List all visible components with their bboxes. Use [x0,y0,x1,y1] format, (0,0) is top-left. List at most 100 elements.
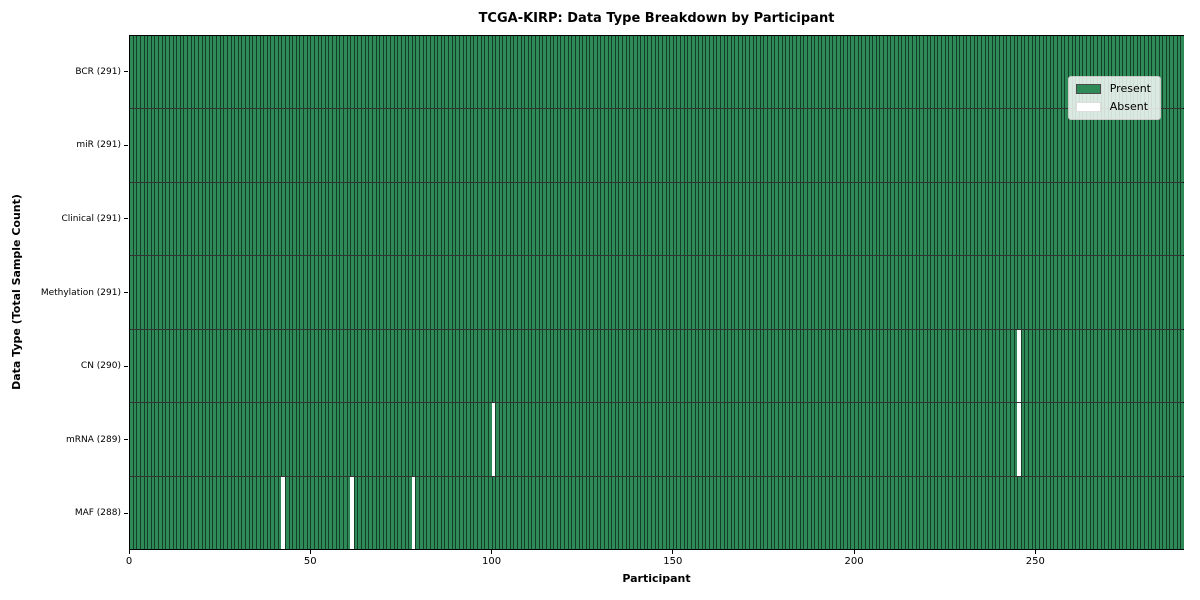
heatmap-cell-present [1176,403,1181,476]
heatmap-cell-present [774,182,778,256]
heatmap-cell-present [168,36,173,109]
heatmap-cell-present [194,476,198,549]
heatmap-cell-present [763,36,767,109]
heatmap-cell-present [288,329,293,403]
heatmap-cell-present [321,476,325,549]
heatmap-cell-present [582,476,586,549]
heatmap-cell-present [386,36,390,109]
heatmap-cell-present [299,403,303,476]
heatmap-cell-present [966,476,970,549]
heatmap-cell-present [484,182,488,256]
heatmap-cell-present [1006,403,1010,476]
heatmap-cell-present [1115,182,1119,256]
heatmap-cell-present [1035,476,1039,549]
heatmap-cell-present [1104,182,1108,256]
heatmap-cell-present [353,109,358,182]
heatmap-cell-present [491,182,496,256]
heatmap-cell-present [230,182,235,256]
heatmap-cell-present [1136,403,1141,476]
heatmap-cell-present [219,109,224,182]
heatmap-cell-present [1020,182,1025,256]
heatmap-cell-present [701,109,706,182]
heatmap-cell-present [440,329,445,403]
heatmap-cell-present [944,403,949,476]
heatmap-cell-present [379,256,383,329]
heatmap-cell-present [647,403,651,476]
heatmap-cell-present [263,36,267,109]
heatmap-cell-present [350,403,354,476]
heatmap-cell-present [799,476,804,549]
heatmap-cell-present [516,109,521,182]
heatmap-cell-present [147,476,151,549]
heatmap-cell-present [310,403,314,476]
heatmap-cell-present [1082,109,1086,182]
heatmap-cell-present [893,256,898,329]
heatmap-cell-present [361,36,365,109]
heatmap-cell-present [1144,256,1148,329]
heatmap-cell-present [1028,109,1032,182]
heatmap-cell-present [1053,182,1057,256]
heatmap-cell-present [353,182,358,256]
heatmap-cell-present [553,182,557,256]
heatmap-cell-present [846,256,851,329]
heatmap-cell-present [317,182,322,256]
heatmap-cell-present [734,182,738,256]
heatmap-cell-present [455,329,459,403]
heatmap-cell-present [444,403,448,476]
heatmap-cell-present [357,36,361,109]
heatmap-cell-present [603,256,608,329]
heatmap-cell-present [625,256,630,329]
heatmap-cell-present [676,403,680,476]
heatmap-cell-present [448,476,452,549]
heatmap-cell-present [158,476,162,549]
heatmap-cell-present [788,329,793,403]
heatmap-cell-present [625,403,630,476]
heatmap-cell-present [339,403,343,476]
heatmap-cell-present [854,109,858,182]
heatmap-cell-present [912,182,916,256]
heatmap-cell-present [705,36,709,109]
heatmap-cell-present [477,256,481,329]
heatmap-cell-present [694,36,699,109]
heatmap-cell-present [444,109,448,182]
heatmap-cell-present [1180,109,1184,182]
heatmap-cell-present [201,182,206,256]
heatmap-cell-present [487,109,492,182]
heatmap-cell-present [223,403,227,476]
heatmap-cell-present [404,329,409,403]
heatmap-cell-present [962,36,967,109]
heatmap-cell-present [310,36,314,109]
heatmap-cell-present [245,256,249,329]
heatmap-cell-present [908,329,912,403]
heatmap-cell-present [241,182,245,256]
legend-label: Absent [1109,100,1149,113]
heatmap-cell-present [1064,36,1068,109]
heatmap-cell-present [375,182,380,256]
heatmap-cell-present [883,476,887,549]
heatmap-cell-present [183,329,187,403]
heatmap-cell-present [1169,403,1173,476]
heatmap-cell-present [473,476,477,549]
heatmap-cell-present [535,36,539,109]
heatmap-cell-present [197,403,202,476]
heatmap-cell-present [589,329,593,403]
heatmap-cell-present [411,182,416,256]
heatmap-cell-present [248,36,253,109]
heatmap-cell-present [506,256,510,329]
heatmap-cell-present [397,256,401,329]
heatmap-cell-present [1053,256,1057,329]
heatmap-cell-present [538,476,543,549]
heatmap-cell-present [640,476,644,549]
heatmap-cell-present [487,403,492,476]
heatmap-cell-present [165,109,169,182]
heatmap-cell-present [219,403,224,476]
heatmap-cell-present [437,36,441,109]
heatmap-cell-present [933,109,938,182]
heatmap-cell-present [422,182,427,256]
heatmap-cell-present [803,182,807,256]
heatmap-cell-present [596,403,601,476]
heatmap-cell-present [535,109,539,182]
heatmap-cell-present [1060,36,1065,109]
heatmap-cell-present [1093,329,1097,403]
heatmap-cell-present [672,36,677,109]
